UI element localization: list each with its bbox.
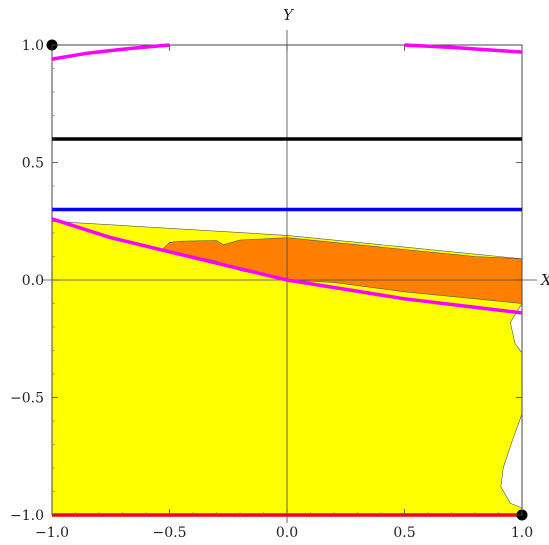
ticks-layer: −1.0 −0.5 0.0 0.5 1.0 −1.0 −0.5 0.0 0.5 1.0 [10, 38, 533, 541]
x-tick-label: 0.5 [393, 525, 415, 541]
magenta-series-line [404, 43, 523, 54]
x-tick-label: −1.0 [35, 525, 69, 541]
x-axis-label: X [540, 271, 549, 289]
y-tick-label: 0.5 [22, 156, 44, 172]
y-axis-label: Y [283, 6, 295, 24]
x-tick-label: 1.0 [511, 525, 533, 541]
y-tick-label: 1.0 [22, 38, 44, 54]
x-tick-label: 0.0 [276, 525, 298, 541]
magenta-series-line [51, 43, 170, 61]
x-tick-label: −0.5 [153, 525, 187, 541]
y-tick-label: −0.5 [10, 391, 44, 407]
orange-region [161, 237, 523, 304]
y-tick-label: −1.0 [10, 508, 44, 524]
y-tick-label: 0.0 [22, 273, 44, 289]
magenta-series-line [51, 217, 523, 315]
